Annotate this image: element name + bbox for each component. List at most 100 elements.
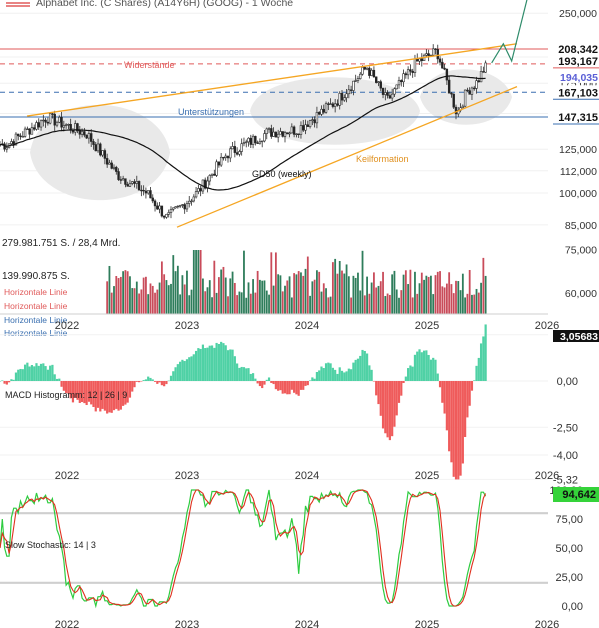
candle-body <box>438 58 442 63</box>
level-tag-text: 167,103 <box>558 87 598 99</box>
macd-bar <box>126 381 129 403</box>
macd-bar <box>160 381 163 386</box>
macd-bar <box>420 352 423 381</box>
candle-body <box>235 152 239 155</box>
volume-bar <box>172 255 175 314</box>
macd-bar <box>85 381 88 406</box>
macd-bar <box>413 354 417 381</box>
macd-bar <box>416 351 419 381</box>
price-axis-label: 100,000 <box>559 188 597 200</box>
price-axis-label: 250,000 <box>559 8 597 20</box>
candle-body <box>466 89 469 92</box>
candle-body <box>165 213 168 218</box>
volume-bar <box>145 276 147 314</box>
macd-bar <box>470 381 474 391</box>
candle-body <box>395 84 398 90</box>
volume-bar <box>281 291 284 314</box>
volume-bar <box>475 288 478 314</box>
level-tag-text: 208,342 <box>558 44 598 56</box>
volume-bar <box>448 272 451 314</box>
macd-bar <box>395 381 398 416</box>
support-label: Unterstützungen <box>178 107 244 117</box>
candle-body <box>204 179 207 189</box>
candle-body <box>416 58 419 62</box>
candle-body <box>425 53 428 56</box>
volume-bar <box>363 295 366 314</box>
volume-bar <box>122 271 125 314</box>
candle-body <box>400 80 403 83</box>
candle-body <box>427 53 430 56</box>
stochastic-label: Slow Stochastic: 14 | 3 <box>5 540 96 550</box>
candle-body <box>445 68 449 81</box>
stochastic-axis-label: 0,00 <box>562 601 583 613</box>
macd-bar <box>272 381 275 385</box>
volume-bar <box>443 287 446 314</box>
macd-bar <box>213 347 216 381</box>
volume-bar <box>300 272 302 314</box>
macd-bar <box>76 381 79 400</box>
macd-bar <box>484 324 487 381</box>
volume-bar <box>195 250 197 314</box>
volume-bar <box>388 294 391 314</box>
candle-body <box>290 126 294 134</box>
volume-bar <box>441 286 444 314</box>
volume-bar <box>213 260 216 314</box>
macd-bar <box>192 354 195 381</box>
candle-body <box>108 162 111 165</box>
candle-body <box>10 141 13 145</box>
macd-bar <box>65 381 68 393</box>
candle-body <box>265 128 268 134</box>
candle-body <box>30 127 34 135</box>
volume-bar <box>343 273 346 314</box>
candle-body <box>215 161 218 176</box>
candle-body <box>418 58 421 62</box>
macd-bar <box>199 348 202 381</box>
volume-bar <box>174 271 177 314</box>
candle-body <box>231 146 234 150</box>
volume-bar <box>113 286 115 314</box>
volume-bar <box>445 283 448 314</box>
volume-bar <box>331 262 334 314</box>
macd-bar <box>156 381 159 384</box>
macd-bar <box>411 366 414 381</box>
candle-body <box>181 204 184 206</box>
macd-bar <box>206 347 209 381</box>
candle-body <box>37 122 40 128</box>
volume-bar <box>240 292 243 314</box>
macd-bar <box>51 364 54 381</box>
volume-bar <box>268 294 270 314</box>
macd-axis-label: -5,32 <box>553 474 578 486</box>
candle-body <box>251 135 255 145</box>
candle-body <box>90 133 93 142</box>
macd-bar <box>53 374 56 381</box>
macd-bar <box>185 359 189 381</box>
volume-bar <box>404 270 407 314</box>
candle-body <box>53 113 56 126</box>
macd-bar <box>354 359 357 381</box>
volume-bar <box>181 275 184 314</box>
candle-body <box>272 131 275 137</box>
candle-body <box>55 121 59 126</box>
candle-body <box>340 92 344 101</box>
candle-body <box>110 162 113 169</box>
candle-body <box>240 143 243 152</box>
macd-bar <box>473 380 476 381</box>
candle-body <box>105 158 109 165</box>
macd-bar <box>1 380 4 381</box>
candle-body <box>242 142 246 145</box>
volume-bar <box>318 271 321 314</box>
volume-bar <box>468 269 471 314</box>
candle-body <box>283 132 287 137</box>
candle-body <box>443 67 446 70</box>
volume-bar <box>477 292 480 314</box>
macd-bar <box>277 381 280 391</box>
macd-bar <box>183 361 186 381</box>
macd-bar <box>33 366 36 381</box>
volume-bar <box>284 285 286 314</box>
macd-bar <box>94 381 97 412</box>
candle-body <box>156 205 159 210</box>
candle-body <box>229 148 232 159</box>
volume-bar <box>163 274 166 314</box>
volume-bar <box>204 291 207 314</box>
volume-bar <box>245 297 248 314</box>
